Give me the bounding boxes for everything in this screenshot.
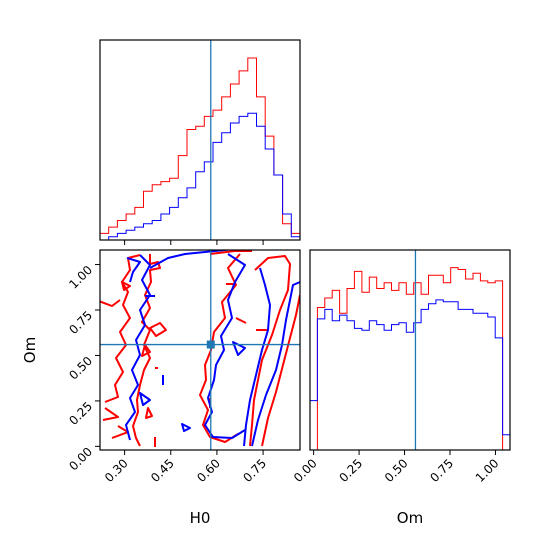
om-x-tick-label: 1.00 xyxy=(473,456,502,485)
contour-blue-outer xyxy=(125,254,151,441)
contours-red xyxy=(100,250,300,447)
joint-contour-panel: 0.30 0.45 0.60 0.75 0.00 0.25 0.50 0.75 1.00 H0… xyxy=(21,249,301,527)
h0-hist-red xyxy=(100,57,300,240)
om-marginal-x-ticks: 0.00 0.25 0.50 0.75 1.00 xyxy=(291,450,502,485)
om-x-tick-label: 0.00 xyxy=(291,456,320,485)
h0-x-tick-label: 0.75 xyxy=(240,456,269,485)
om-hist-blue xyxy=(310,299,510,450)
h0-marginal-ticks xyxy=(124,240,264,245)
x-axis-label-h0: H0 xyxy=(190,509,211,527)
om-x-tick-label: 0.25 xyxy=(336,456,365,485)
om-y-tick-label: 0.75 xyxy=(66,308,95,337)
joint-y-ticks: 0.00 0.25 0.50 0.75 1.00 xyxy=(66,263,100,474)
om-marginal-panel: 0.00 0.25 0.50 0.75 1.00 Om xyxy=(291,249,511,527)
om-y-tick-label: 0.25 xyxy=(66,399,95,428)
contour-blue-lump-1 xyxy=(139,392,151,406)
contour-red-lump-1 xyxy=(149,322,167,337)
contour-blue-west xyxy=(126,257,141,283)
contour-red-outer xyxy=(132,254,161,447)
om-hist-red xyxy=(310,267,510,450)
contour-red-lump-3 xyxy=(145,407,153,419)
om-y-tick-label: 0.50 xyxy=(66,354,95,383)
h0-x-tick-label: 0.30 xyxy=(102,456,131,485)
h0-hist-blue xyxy=(100,112,300,240)
y-axis-label-om: Om xyxy=(21,337,39,363)
x-axis-label-om: Om xyxy=(397,509,423,527)
h0-marginal-panel xyxy=(99,39,301,245)
contour-red-lump-2 xyxy=(141,344,151,357)
contour-blue-top xyxy=(149,250,233,269)
contour-red-west-a xyxy=(104,254,141,403)
truth-marker xyxy=(206,340,215,349)
contour-red-west-b xyxy=(102,407,129,439)
contour-red-lump-4 xyxy=(121,281,131,291)
h0-x-tick-label: 0.45 xyxy=(148,456,177,485)
om-x-tick-label: 0.75 xyxy=(427,456,456,485)
joint-x-ticks: 0.30 0.45 0.60 0.75 xyxy=(102,450,269,485)
contour-red-dash-5 xyxy=(235,317,247,324)
om-x-tick-label: 0.50 xyxy=(382,456,411,485)
h0-marginal-frame xyxy=(99,39,301,241)
contour-red-east-a xyxy=(249,255,291,447)
h0-x-tick-label: 0.60 xyxy=(194,456,223,485)
contour-red-west-c xyxy=(100,299,121,307)
om-y-tick-label: 1.00 xyxy=(66,263,95,292)
joint-contour-frame xyxy=(99,249,301,451)
contour-blue-lump-3 xyxy=(181,423,191,432)
contour-blue-east-a xyxy=(243,267,271,447)
contour-red-east-b xyxy=(261,294,300,447)
om-marginal-frame xyxy=(309,249,511,451)
om-y-tick-label: 0.00 xyxy=(66,445,95,474)
